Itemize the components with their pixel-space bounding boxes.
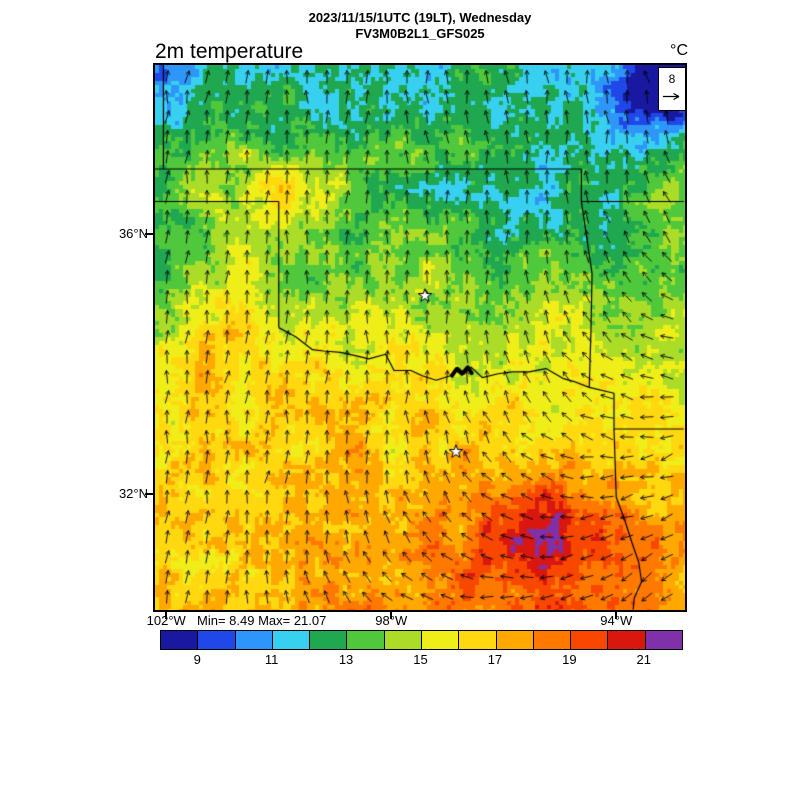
lon-tick-mark	[390, 611, 393, 619]
units-label: °C	[670, 42, 688, 59]
lat-tick-label: 32°N	[118, 486, 148, 501]
lon-tick-mark	[615, 611, 618, 619]
lon-tick-label: 94°W	[600, 613, 633, 628]
colorbar-segment	[459, 631, 497, 649]
colorbar-tick-label: 19	[562, 652, 577, 667]
lon-tick-label: 102°W	[146, 613, 186, 628]
temperature-map-canvas	[155, 65, 685, 610]
lat-tick-mark	[145, 493, 154, 495]
colorbar-tick-label: 9	[193, 652, 201, 667]
colorbar-segment	[608, 631, 646, 649]
colorbar-tick-label: 21	[636, 652, 652, 667]
wind-reference-arrow-icon	[663, 92, 680, 101]
lon-tick-mark	[165, 611, 168, 619]
wind-reference-box: 8	[658, 67, 686, 111]
colorbar	[160, 630, 683, 650]
colorbar-segment	[645, 631, 682, 649]
colorbar-segment	[384, 631, 422, 649]
colorbar-segment	[161, 631, 199, 649]
colorbar-tick-label: 15	[413, 652, 428, 667]
header-model-name: FV3M0B2L1_GFS025	[355, 26, 485, 41]
lon-tick-label: 98°W	[375, 613, 408, 628]
colorbar-tick-label: 13	[338, 652, 354, 667]
plot-title: 2m temperature	[155, 40, 304, 63]
minmax-label: Min= 8.49 Max= 21.07	[197, 613, 327, 628]
colorbar-segment	[496, 631, 534, 649]
colorbar-segment	[421, 631, 460, 649]
colorbar-tick-label: 17	[487, 652, 503, 667]
colorbar-segment	[571, 631, 609, 649]
header-datetime: 2023/11/15/1UTC (19LT), Wednesday	[308, 10, 532, 25]
colorbar-tick-label: 11	[264, 652, 279, 667]
colorbar-segment	[198, 631, 236, 649]
wind-reference-value: 8	[668, 72, 676, 86]
lat-tick-label: 36°N	[118, 226, 148, 241]
colorbar-segment	[272, 631, 311, 649]
colorbar-segment	[347, 631, 385, 649]
lat-tick-mark	[145, 233, 154, 235]
colorbar-segment	[235, 631, 273, 649]
colorbar-segment	[310, 631, 348, 649]
colorbar-segment	[533, 631, 572, 649]
